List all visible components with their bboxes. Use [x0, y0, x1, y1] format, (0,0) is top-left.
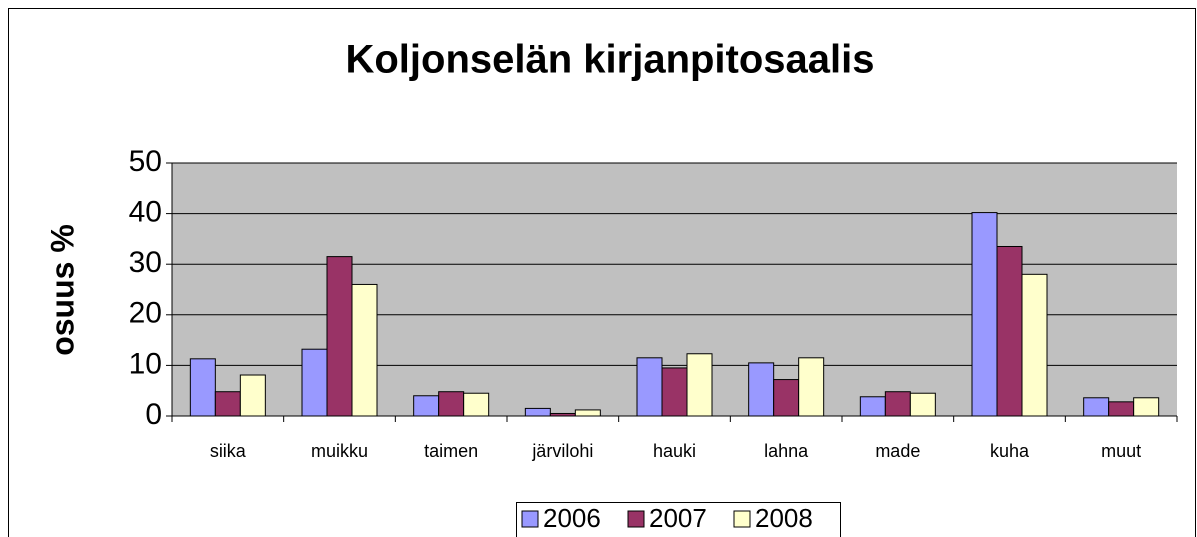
bar: [748, 362, 775, 417]
legend-swatch: [627, 510, 645, 528]
bar: [798, 357, 825, 417]
x-tick-label: muikku: [311, 441, 368, 461]
bar: [413, 395, 440, 417]
chart-title: Koljonselän kirjanpitosaalis: [345, 38, 874, 82]
bar: [1108, 401, 1135, 417]
y-tick-label: 40: [129, 196, 162, 229]
legend-label: 2008: [755, 503, 813, 533]
x-tick-label: muut: [1101, 441, 1141, 461]
x-tick-label: kuha: [990, 441, 1030, 461]
legend-label: 2006: [543, 503, 601, 533]
bar: [859, 396, 886, 417]
legend-swatch: [521, 510, 539, 528]
bar: [971, 212, 998, 417]
bar: [909, 392, 936, 417]
bar: [438, 391, 465, 417]
bar: [301, 348, 328, 417]
y-tick-label: 0: [145, 398, 162, 431]
bar: [239, 374, 266, 417]
bar: [326, 256, 353, 417]
y-axis-label: osuus %: [44, 224, 80, 356]
x-tick-label: lahna: [764, 441, 809, 461]
bar: [189, 358, 216, 417]
bar: [661, 367, 688, 417]
y-tick-label: 30: [129, 246, 162, 279]
x-tick-label: siika: [210, 441, 247, 461]
x-tick-label: järvilohi: [531, 441, 593, 461]
bar: [463, 392, 490, 417]
bar: [1133, 397, 1160, 417]
y-tick-label: 20: [129, 297, 162, 330]
y-tick-label: 50: [129, 145, 162, 178]
legend-label: 2007: [649, 503, 707, 533]
bar: [214, 391, 241, 417]
bar: [884, 391, 911, 417]
bar: [996, 245, 1023, 417]
bar: [686, 353, 713, 417]
x-tick-label: made: [875, 441, 920, 461]
bar: [574, 409, 601, 417]
bar: [351, 283, 378, 417]
legend-swatch: [733, 510, 751, 528]
bar: [636, 357, 663, 417]
bar: [1083, 397, 1110, 417]
x-tick-label: hauki: [653, 441, 696, 461]
legend-box: [516, 502, 841, 537]
bar: [1021, 273, 1048, 417]
y-tick-label: 10: [129, 347, 162, 380]
x-tick-label: taimen: [424, 441, 478, 461]
bar: [773, 379, 800, 417]
bar: [524, 407, 551, 417]
